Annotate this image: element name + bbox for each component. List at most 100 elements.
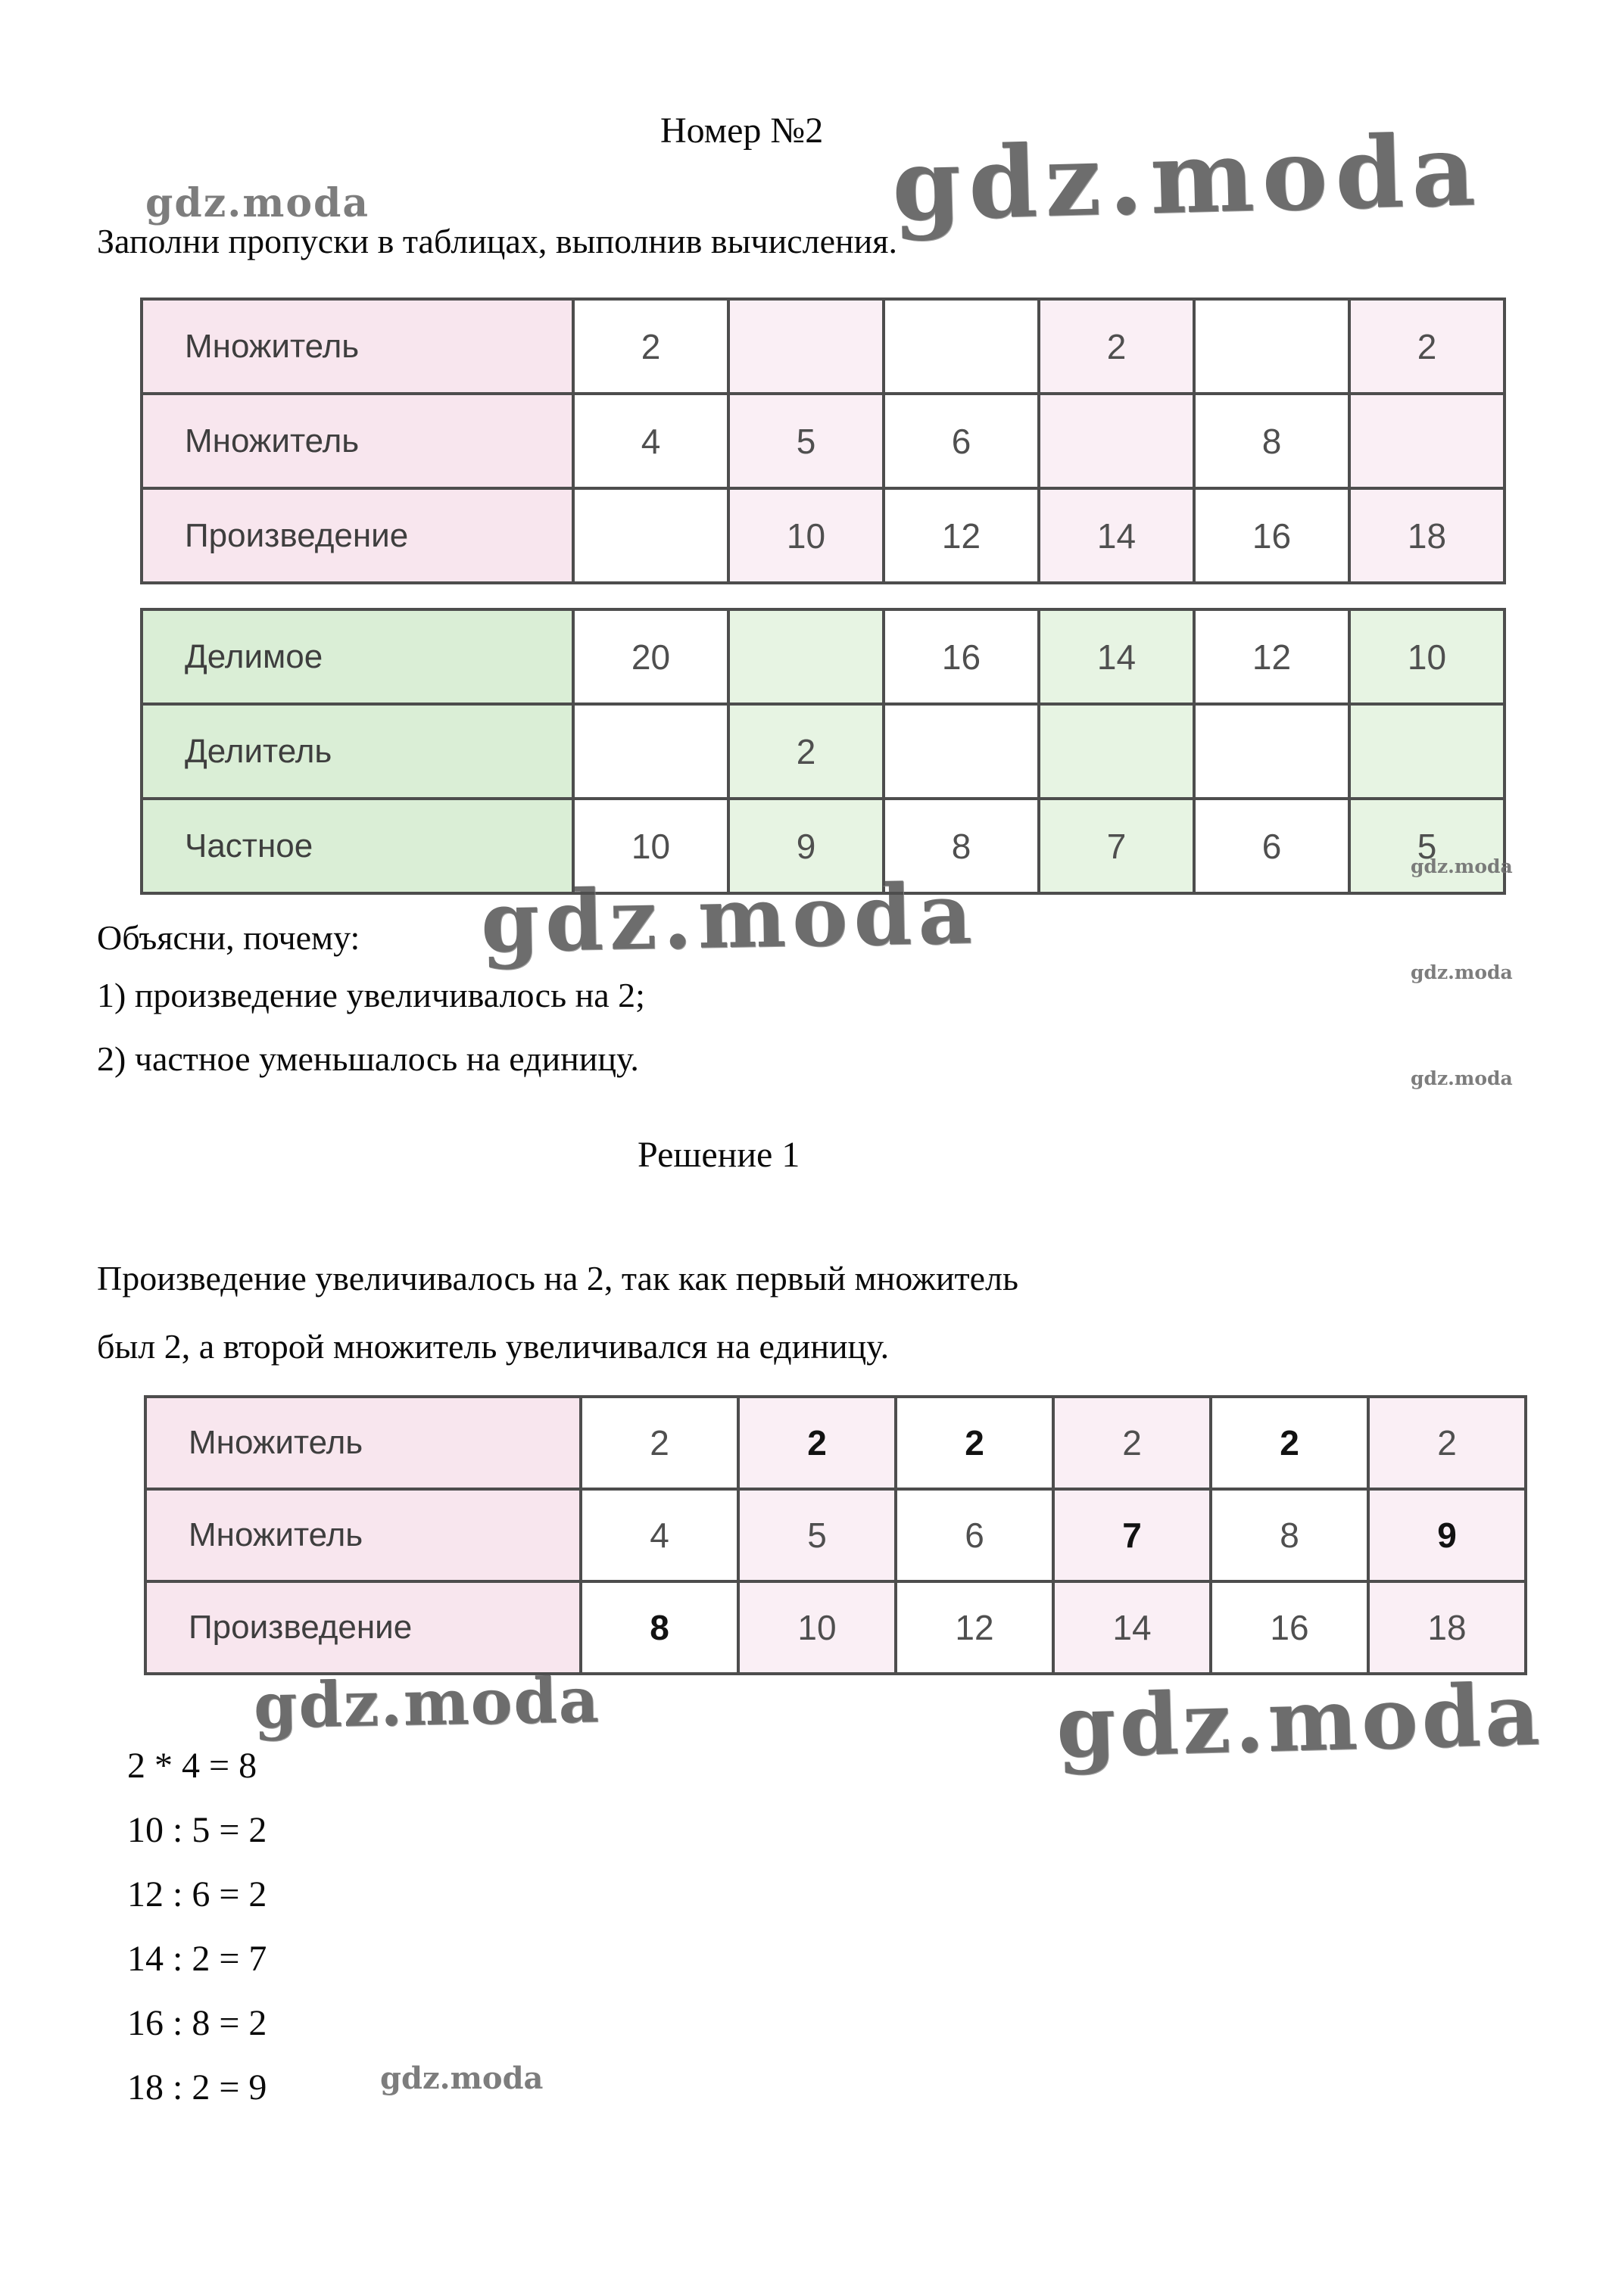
table-cell: 5 bbox=[1348, 797, 1506, 895]
watermark-bottom-right: gdz.moda bbox=[1055, 1665, 1545, 1777]
table-cell: 16 bbox=[1193, 487, 1351, 584]
answer-cell: 9 bbox=[1367, 1488, 1527, 1583]
table-cell: 6 bbox=[1193, 797, 1351, 895]
equation: 14 : 2 = 7 bbox=[127, 1939, 267, 1979]
table-cell bbox=[1348, 703, 1506, 800]
table-cell: 5 bbox=[727, 392, 885, 490]
row-label: Делитель bbox=[140, 703, 575, 800]
table-cell: 2 bbox=[1348, 298, 1506, 395]
table-cell: 4 bbox=[572, 392, 730, 490]
table-cell bbox=[1037, 392, 1196, 490]
table-cell: 2 bbox=[579, 1395, 740, 1491]
explain-item-1: 1) произведение увеличивалось на 2; bbox=[97, 976, 645, 1014]
table-cell: 2 bbox=[1037, 298, 1196, 395]
table-cell: 5 bbox=[737, 1488, 897, 1583]
equation: 12 : 6 = 2 bbox=[127, 1874, 267, 1914]
table-row: Множитель 4 5 6 7 8 9 bbox=[144, 1488, 1527, 1583]
row-label: Множитель bbox=[140, 298, 575, 395]
table-cell: 18 bbox=[1367, 1580, 1527, 1675]
table-row: Произведение 8 10 12 14 16 18 bbox=[144, 1580, 1527, 1675]
table-cell: 16 bbox=[882, 608, 1040, 706]
watermark-right-3: gdz.moda bbox=[1411, 1067, 1513, 1089]
row-label: Множитель bbox=[144, 1395, 582, 1491]
watermark-bottom-left: gdz.moda bbox=[253, 1664, 601, 1743]
table-cell bbox=[1193, 298, 1351, 395]
answer-cell: 2 bbox=[737, 1395, 897, 1491]
answer-cell: 2 bbox=[894, 1395, 1055, 1491]
table-cell: 20 bbox=[572, 608, 730, 706]
table-cell: 12 bbox=[882, 487, 1040, 584]
solution-text-line-2: был 2, а второй множитель увеличивался н… bbox=[97, 1327, 890, 1366]
watermark-top-left: gdz.moda bbox=[145, 180, 370, 226]
answer-cell: 2 bbox=[1209, 1395, 1370, 1491]
table-cell: 16 bbox=[1209, 1580, 1370, 1675]
table-cell: 12 bbox=[1193, 608, 1351, 706]
table-cell: 2 bbox=[727, 703, 885, 800]
table-cell: 6 bbox=[894, 1488, 1055, 1583]
table-row: Произведение 10 12 14 16 18 bbox=[140, 487, 1506, 584]
table-cell bbox=[1348, 392, 1506, 490]
table-cell: 6 bbox=[882, 392, 1040, 490]
table-cell: 2 bbox=[1052, 1395, 1212, 1491]
solution-heading: Решение 1 bbox=[638, 1135, 800, 1175]
watermark-bottom-small: gdz.moda bbox=[380, 2061, 544, 2096]
table-cell bbox=[727, 298, 885, 395]
table-cell bbox=[1193, 703, 1351, 800]
solution-text-line-1: Произведение увеличивалось на 2, так как… bbox=[97, 1259, 1018, 1298]
equations-list: 2 * 4 = 8 10 : 5 = 2 12 : 6 = 2 14 : 2 = 7 1… bbox=[127, 1747, 267, 2133]
watermark-middle: gdz.moda bbox=[479, 865, 979, 971]
answer-cell: 8 bbox=[579, 1580, 740, 1675]
table-cell bbox=[572, 703, 730, 800]
row-label: Произведение bbox=[140, 487, 575, 584]
table-cell bbox=[572, 487, 730, 584]
table-cell: 8 bbox=[1193, 392, 1351, 490]
table-cell: 10 bbox=[1348, 608, 1506, 706]
multiplication-problem-table: Множитель 2 2 2 Множитель 4 5 6 8 Произведение 10 1… bbox=[140, 298, 1506, 584]
table-cell bbox=[882, 298, 1040, 395]
table-cell: 4 bbox=[579, 1488, 740, 1583]
task-intro: Заполни пропуски в таблицах, выполнив вы… bbox=[97, 222, 897, 260]
table-cell: 14 bbox=[1052, 1580, 1212, 1675]
answer-cell: 7 bbox=[1052, 1488, 1212, 1583]
row-label: Делимое bbox=[140, 608, 575, 706]
table-cell: 2 bbox=[572, 298, 730, 395]
division-problem-table: Делимое 20 16 14 12 10 Делитель 2 Частное 10 9 8 7 6 5 bbox=[140, 608, 1506, 895]
table-cell: 10 bbox=[737, 1580, 897, 1675]
table-cell: 10 bbox=[572, 797, 730, 895]
table-cell: 8 bbox=[1209, 1488, 1370, 1583]
explain-heading: Объясни, почему: bbox=[97, 918, 360, 957]
table-cell: 14 bbox=[1037, 487, 1196, 584]
row-label: Множитель bbox=[144, 1488, 582, 1583]
row-label: Частное bbox=[140, 797, 575, 895]
equation: 10 : 5 = 2 bbox=[127, 1810, 267, 1850]
watermark-right-1: gdz.moda bbox=[1411, 855, 1513, 877]
table-cell: 18 bbox=[1348, 487, 1506, 584]
page-title: Номер №2 bbox=[660, 111, 824, 151]
multiplication-solution-table: Множитель 2 2 2 2 2 2 Множитель 4 5 6 7 8 9 Произведен… bbox=[144, 1395, 1527, 1675]
table-cell: 10 bbox=[727, 487, 885, 584]
table-row: Множитель 4 5 6 8 bbox=[140, 392, 1506, 490]
table-cell: 7 bbox=[1037, 797, 1196, 895]
row-label: Произведение bbox=[144, 1580, 582, 1675]
table-cell: 9 bbox=[727, 797, 885, 895]
table-row: Делимое 20 16 14 12 10 bbox=[140, 608, 1506, 706]
table-row: Множитель 2 2 2 2 2 2 bbox=[144, 1395, 1527, 1491]
equation: 18 : 2 = 9 bbox=[127, 2067, 267, 2108]
row-label: Множитель bbox=[140, 392, 575, 490]
table-row: Частное 10 9 8 7 6 5 bbox=[140, 797, 1506, 895]
equation: 2 * 4 = 8 bbox=[127, 1746, 257, 1786]
table-cell bbox=[727, 608, 885, 706]
table-row: Множитель 2 2 2 bbox=[140, 298, 1506, 395]
table-cell: 12 bbox=[894, 1580, 1055, 1675]
equation: 16 : 8 = 2 bbox=[127, 2003, 267, 2043]
table-cell bbox=[1037, 703, 1196, 800]
table-row: Делитель 2 bbox=[140, 703, 1506, 800]
table-cell: 8 bbox=[882, 797, 1040, 895]
table-cell: 14 bbox=[1037, 608, 1196, 706]
table-cell bbox=[882, 703, 1040, 800]
explain-item-2: 2) частное уменьшалось на единицу. bbox=[97, 1039, 639, 1078]
watermark-right-2: gdz.moda bbox=[1411, 961, 1513, 983]
table-cell: 2 bbox=[1367, 1395, 1527, 1491]
watermark-top-right: gdz.moda bbox=[890, 111, 1485, 244]
